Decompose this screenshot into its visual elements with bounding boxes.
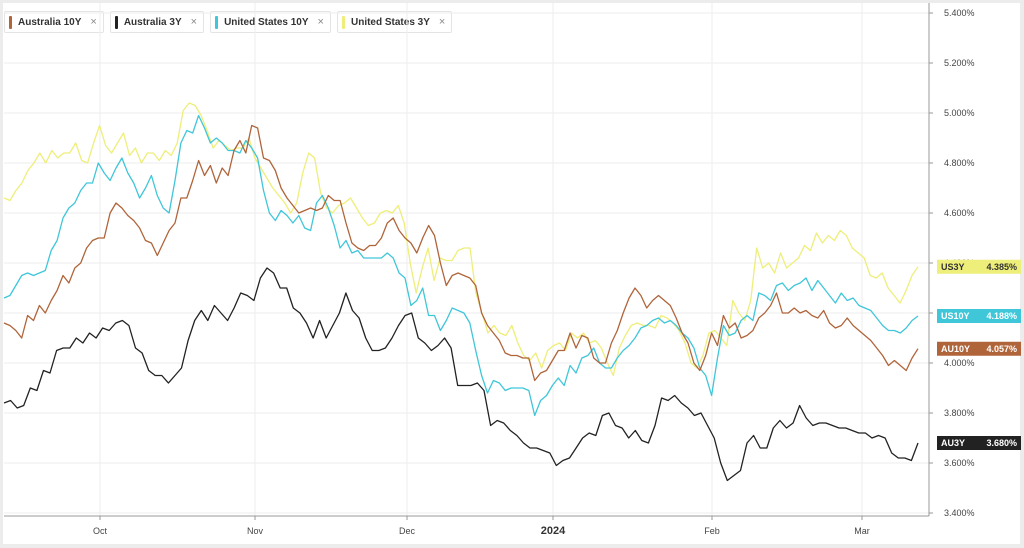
y-tick-label: 4.800% — [944, 158, 975, 168]
x-tick-label: Dec — [399, 526, 416, 536]
y-tick-label: 4.000% — [944, 358, 975, 368]
flag-ticker: US3Y — [941, 262, 965, 272]
legend-swatch — [9, 15, 12, 29]
flag-box — [937, 309, 1021, 323]
y-tick-label: 4.600% — [944, 208, 975, 218]
x-tick-label: Mar — [854, 526, 870, 536]
y-tick-label: 5.400% — [944, 8, 975, 18]
legend-chip-united-states-3y[interactable]: United States 3Y × — [336, 11, 453, 33]
y-tick-label: 3.400% — [944, 508, 975, 518]
flag-us10y: US10Y 4.188% — [937, 309, 1021, 323]
legend-chip-australia-10y[interactable]: Australia 10Y × — [4, 11, 104, 33]
legend-label: Australia 10Y — [18, 16, 82, 28]
gridlines — [4, 3, 929, 516]
axes: 3.400%3.600%3.800%4.000%4.200%4.400%4.60… — [4, 3, 975, 537]
series-lines — [3, 102, 919, 482]
chart-frame — [3, 3, 1020, 544]
last-value-flags: US3Y 4.385% US10Y 4.188% AU10Y 4.057% AU3Y 3.68… — [937, 259, 1021, 450]
flag-box — [937, 341, 1021, 356]
close-icon[interactable]: × — [90, 16, 97, 28]
legend-chip-australia-3y[interactable]: Australia 3Y × — [109, 11, 205, 33]
close-icon[interactable]: × — [317, 16, 324, 28]
x-tick-label: Feb — [704, 526, 720, 536]
legend-swatch — [114, 15, 118, 29]
legend-label: Australia 3Y — [123, 16, 182, 28]
y-tick-label: 3.800% — [944, 408, 975, 418]
x-tick-label: Nov — [247, 526, 264, 536]
legend-swatch — [341, 15, 345, 29]
legend-label: United States 10Y — [224, 16, 309, 28]
legend: Australia 10Y × Australia 3Y × United St… — [4, 11, 453, 33]
legend-swatch — [215, 15, 219, 29]
flag-value: 3.680% — [986, 438, 1017, 448]
flag-value: 4.188% — [986, 311, 1017, 321]
flag-ticker: US10Y — [941, 311, 970, 321]
flag-ticker: AU10Y — [941, 344, 970, 354]
flag-au3y: AU3Y 3.680% — [937, 436, 1021, 450]
flag-au10y: AU10Y 4.057% — [937, 341, 1021, 356]
series-line-united-states-3y — [3, 102, 919, 377]
x-tick-label: 2024 — [541, 525, 566, 537]
flag-value: 4.385% — [986, 262, 1017, 272]
series-line-united-states-10y — [3, 114, 919, 417]
legend-chip-united-states-10y[interactable]: United States 10Y × — [210, 11, 331, 33]
y-tick-label: 3.600% — [944, 458, 975, 468]
flag-us3y: US3Y 4.385% — [937, 259, 1021, 274]
flag-box — [937, 259, 1021, 274]
flag-box — [937, 436, 1021, 450]
flag-ticker: AU3Y — [941, 438, 965, 448]
flag-value: 4.057% — [986, 344, 1017, 354]
close-icon[interactable]: × — [438, 16, 446, 28]
y-tick-label: 5.000% — [944, 108, 975, 118]
series-line-australia-10y — [3, 124, 919, 382]
series-line-australia-3y — [3, 267, 919, 482]
close-icon[interactable]: × — [190, 16, 198, 28]
x-tick-label: Oct — [93, 526, 108, 536]
legend-label: United States 3Y — [350, 16, 430, 28]
y-tick-label: 5.200% — [944, 58, 975, 68]
